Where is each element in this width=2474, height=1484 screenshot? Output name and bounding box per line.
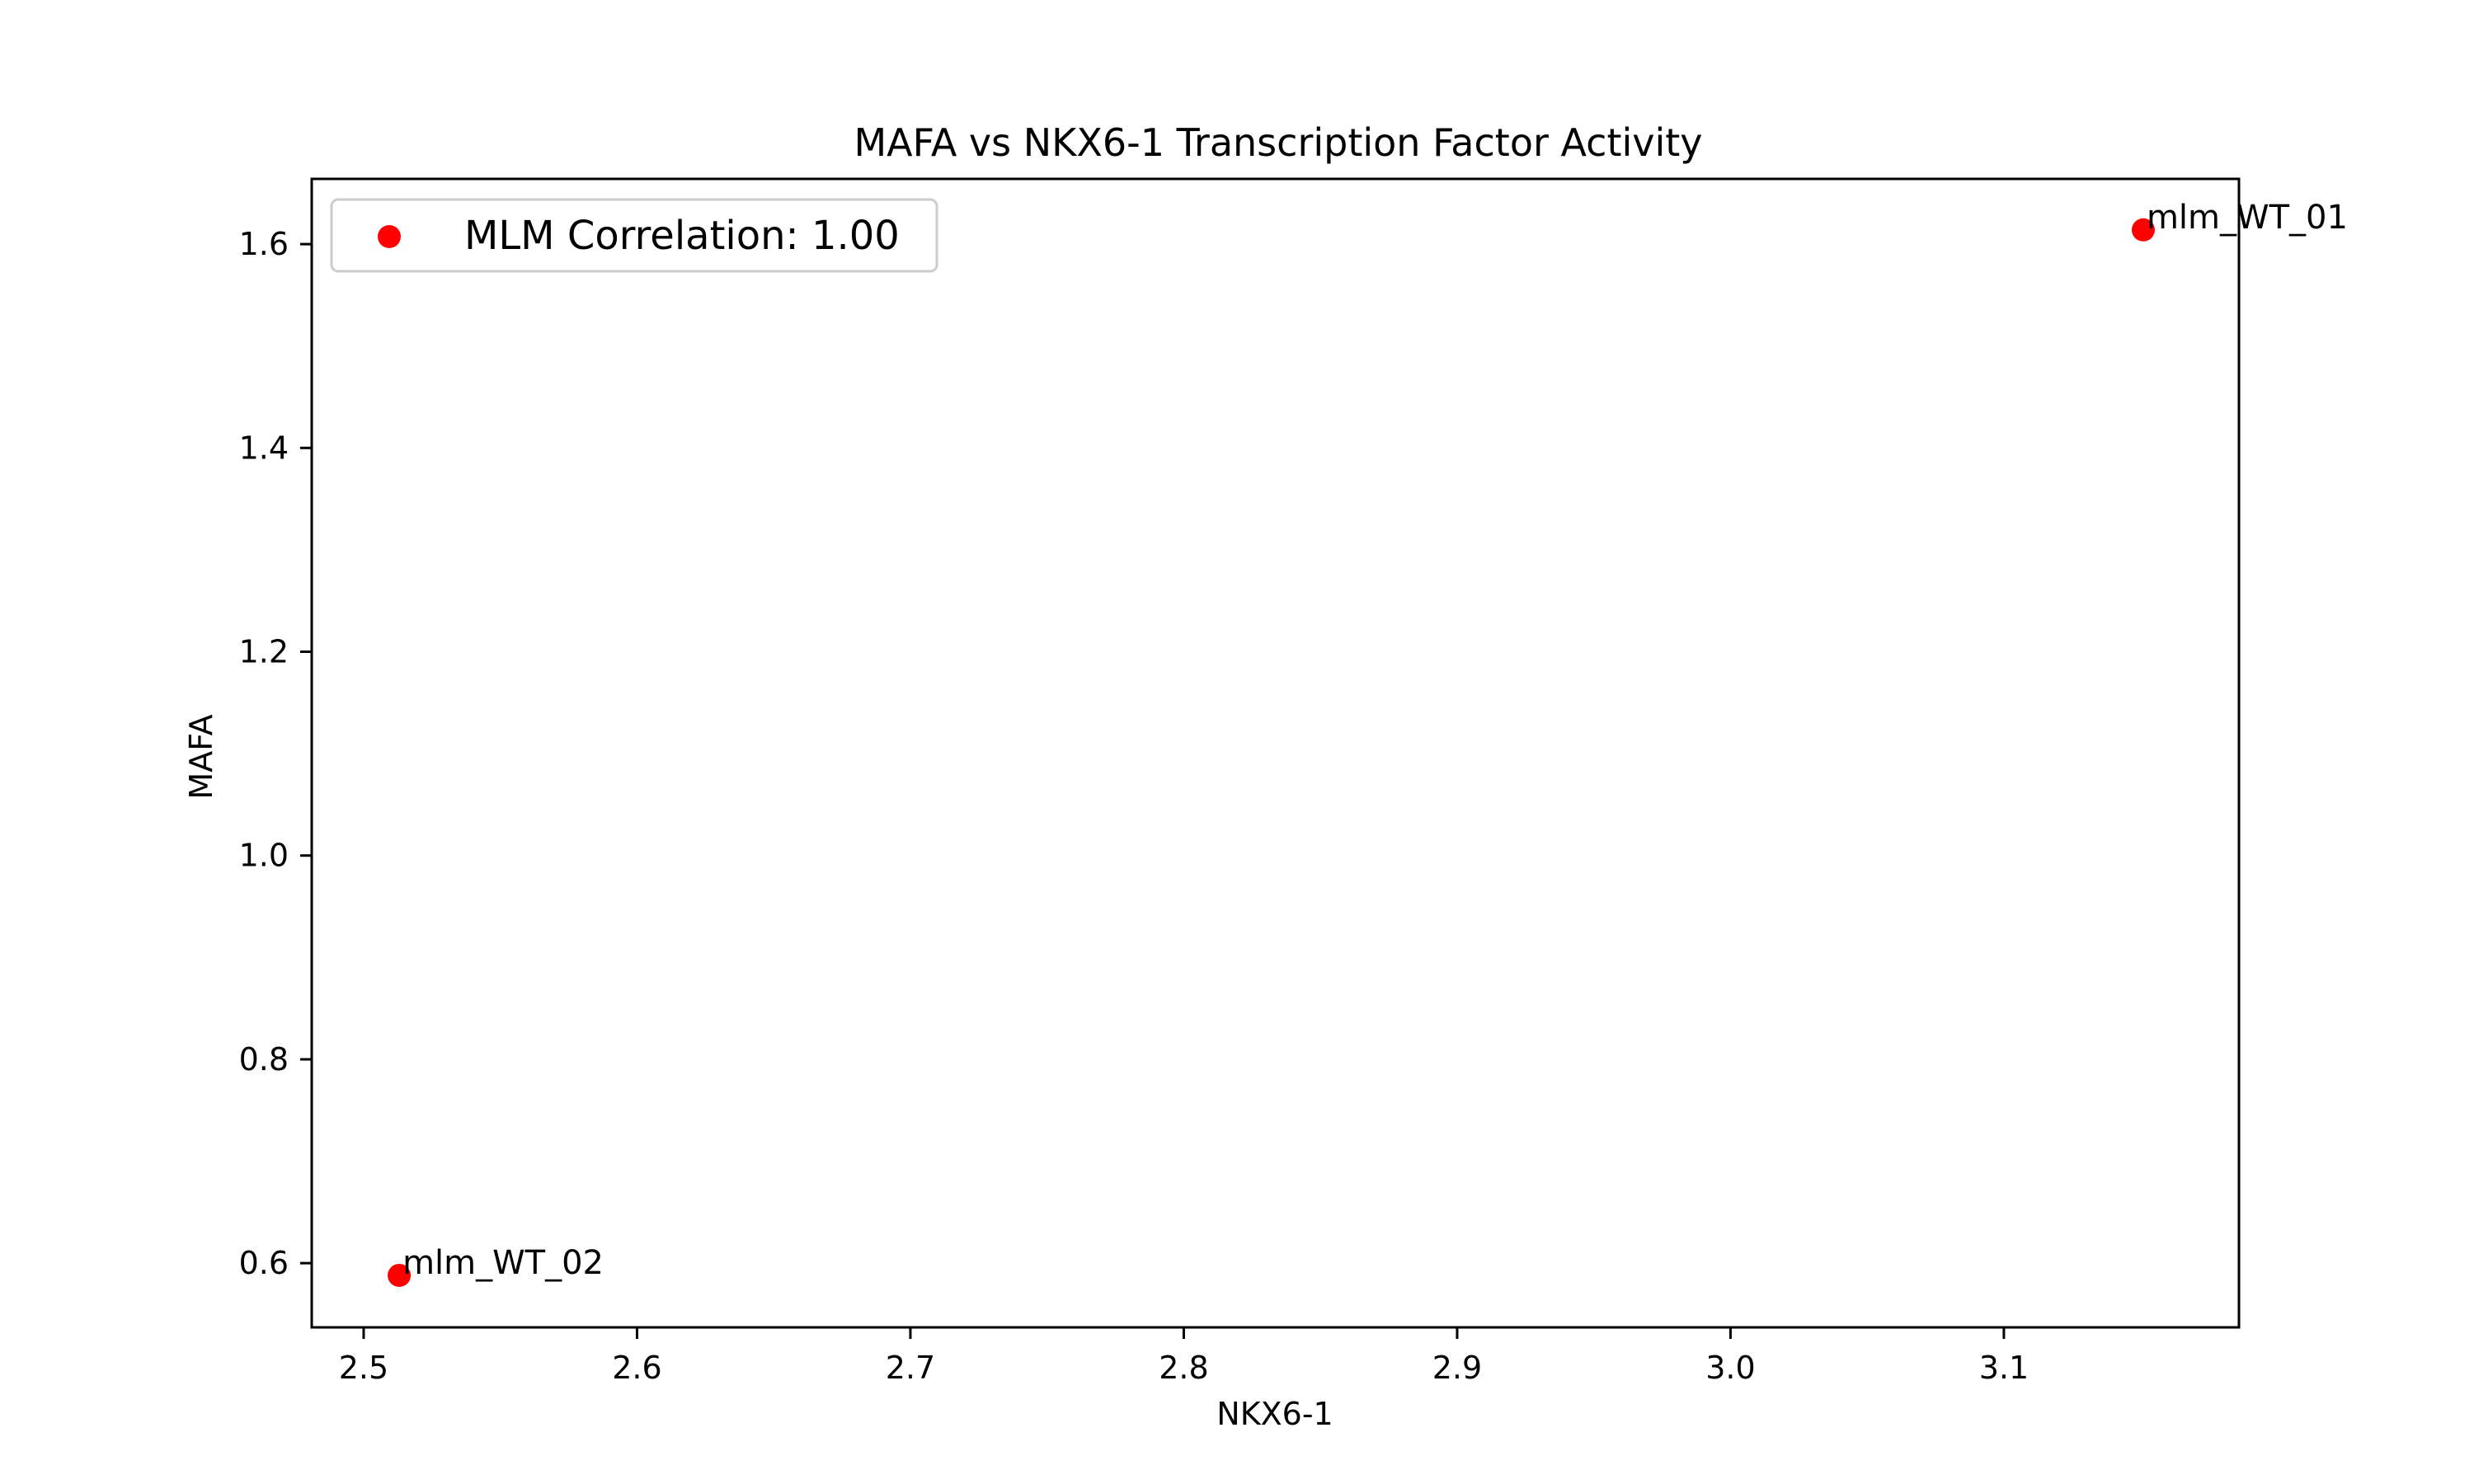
y-tick-label: 1.6 xyxy=(239,226,289,262)
data-points: mlm_WT_01 mlm_WT_02 xyxy=(388,199,2348,1287)
y-tick-label: 1.0 xyxy=(239,838,289,874)
legend-box xyxy=(330,198,938,273)
data-point xyxy=(2131,218,2155,242)
x-tick-label: 2.7 xyxy=(886,1350,935,1386)
plot-frame xyxy=(310,177,2241,1329)
legend-label: MLM Correlation: 1.00 xyxy=(464,213,900,259)
x-axis-label: NKX6-1 xyxy=(1216,1396,1333,1432)
x-tick-label: 3.1 xyxy=(1979,1350,2029,1386)
y-tick-label: 1.4 xyxy=(239,430,289,466)
data-point xyxy=(388,1263,412,1287)
x-tick-label: 2.9 xyxy=(1432,1350,1482,1386)
point-label: mlm_WT_02 xyxy=(402,1244,604,1282)
x-tick-label: 2.8 xyxy=(1159,1350,1208,1386)
legend: MLM Correlation: 1.00 xyxy=(330,198,938,273)
x-tick-label: 3.0 xyxy=(1705,1350,1755,1386)
chart-title: MAFA vs NKX6-1 Transcription Factor Acti… xyxy=(854,120,1702,165)
x-tick-label: 2.5 xyxy=(339,1350,388,1386)
y-tick-label: 1.2 xyxy=(239,634,289,670)
x-tick-label: 2.6 xyxy=(612,1350,661,1386)
y-axis-ticks: 0.6 0.8 1.0 1.2 1.4 1.6 xyxy=(239,226,312,1281)
y-axis-label: MAFA xyxy=(183,714,219,799)
legend-marker xyxy=(378,225,401,248)
x-axis-ticks: 2.5 2.6 2.7 2.8 2.9 3.0 3.1 xyxy=(339,1327,2029,1386)
y-tick-label: 0.8 xyxy=(239,1041,289,1078)
point-label: mlm_WT_01 xyxy=(2147,199,2348,237)
y-tick-label: 0.6 xyxy=(239,1245,289,1281)
